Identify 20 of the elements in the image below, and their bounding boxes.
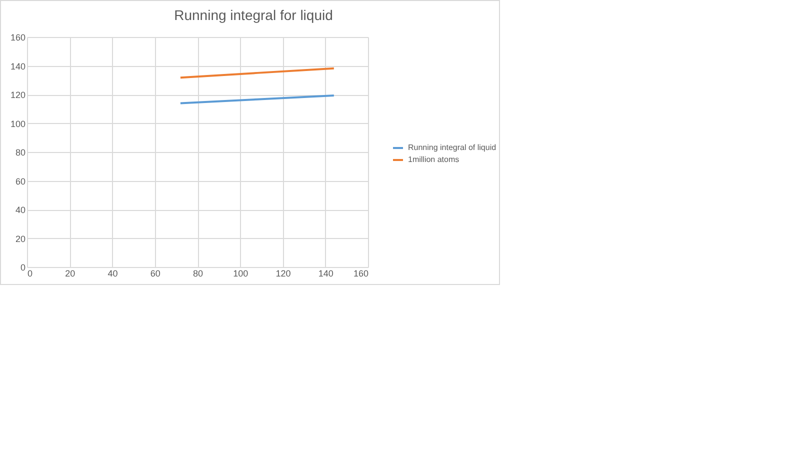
y-tick-label: 160 bbox=[10, 32, 26, 42]
x-tick-label: 120 bbox=[276, 268, 291, 278]
x-tick-label: 0 bbox=[28, 268, 33, 278]
legend-label: Running integral of liquid bbox=[408, 143, 496, 152]
x-tick-label: 20 bbox=[65, 268, 76, 278]
x-tick-label: 100 bbox=[233, 268, 248, 278]
x-tick-label: 160 bbox=[353, 268, 368, 278]
chart-title: Running integral for liquid bbox=[174, 7, 333, 23]
y-tick-label: 120 bbox=[10, 90, 26, 100]
y-tick-label: 60 bbox=[15, 176, 26, 186]
legend-label: 1million atoms bbox=[408, 155, 460, 164]
y-tick-label: 40 bbox=[15, 205, 26, 215]
y-tick-label: 20 bbox=[15, 234, 26, 244]
y-tick-label: 80 bbox=[15, 148, 26, 158]
y-tick-label: 100 bbox=[10, 118, 26, 129]
x-tick-label: 80 bbox=[192, 268, 204, 278]
x-tick-label: 40 bbox=[108, 268, 118, 278]
y-tick-label: 140 bbox=[10, 61, 26, 72]
x-tick-label: 140 bbox=[318, 268, 334, 278]
x-tick-label: 60 bbox=[150, 268, 160, 278]
